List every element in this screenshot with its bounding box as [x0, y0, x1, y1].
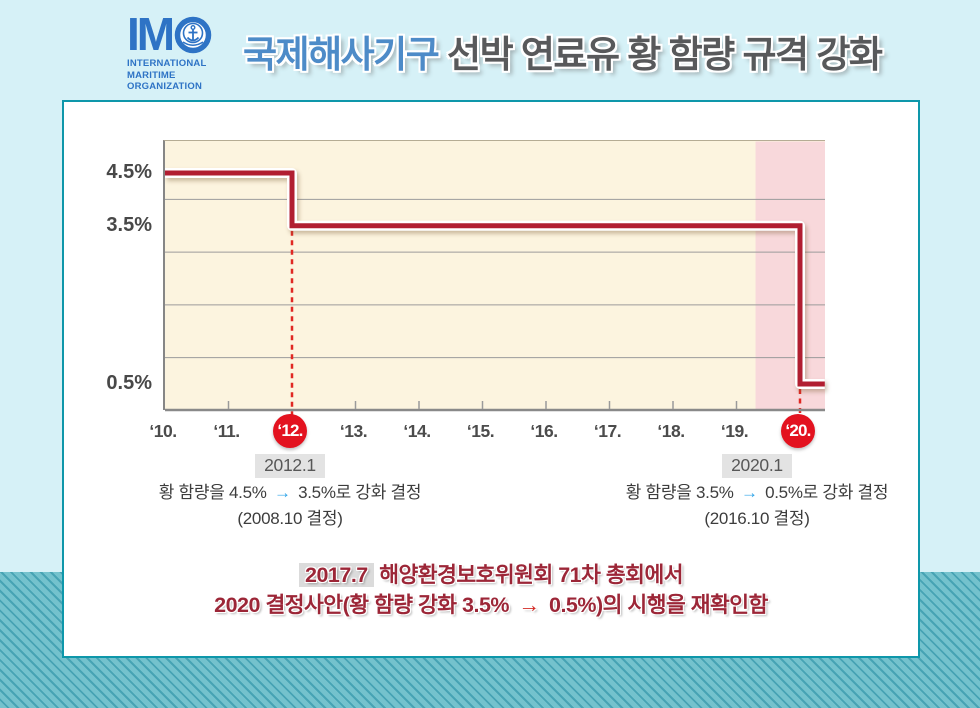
y-axis-label: 3.5% — [106, 213, 152, 236]
right-arrow-icon: → — [740, 483, 758, 502]
imo-org-line: ORGANIZATION — [127, 81, 203, 92]
x-axis-tick-label: ‘11. — [213, 421, 240, 441]
summary-text: 2020 결정사안(황 함량 강화 3.5% — [214, 593, 515, 617]
right-arrow-icon: → — [518, 593, 541, 617]
imo-wordmark: IM — [127, 8, 247, 60]
page-title-rest: 선박 연료유 황 함량 규격 강화 — [438, 34, 883, 75]
x-axis-tick-label: ‘10. — [149, 421, 177, 441]
x-axis-tick-label: ‘13. — [339, 421, 368, 441]
summary-text: 2017.7 해양환경보호위원회 71차 총회에서 2020 결정사안(황 함량… — [64, 560, 918, 620]
imo-org-name: INTERNATIONAL MARITIME ORGANIZATION — [127, 58, 247, 93]
x-axis-tick-label: ‘16. — [530, 421, 558, 441]
annotation-text-line: 황 함량을 3.5% → 0.5%로 강화 결정 — [557, 481, 957, 504]
annotation-2020: 2020.1 황 함량을 3.5% → 0.5%로 강화 결정 (2016.10… — [557, 454, 957, 530]
annotation-text: 황 함량을 3.5% — [625, 483, 738, 502]
x-axis-year-badge: ‘20. — [781, 414, 815, 448]
future-period-band — [755, 141, 825, 410]
annotation-subtext-line: (2016.10 결정) — [704, 509, 810, 528]
imo-org-line: MARITIME — [127, 69, 176, 81]
x-axis-tick-label: ‘18. — [657, 421, 685, 441]
sulfur-limit-line-outline — [165, 168, 825, 389]
imo-emblem-icon — [174, 16, 212, 54]
annotation-date-chip: 2020.1 — [722, 454, 792, 478]
summary-line-2: 2020 결정사안(황 함량 강화 3.5% → 0.5%)의 시행을 재확인함 — [64, 590, 918, 620]
annotation-subtext-line: (2008.10 결정) — [237, 509, 343, 528]
page-title-org: 국제해사기구 — [243, 34, 440, 75]
summary-text: 0.5%)의 시행을 재확인함 — [543, 593, 768, 617]
summary-date-chip: 2017.7 — [298, 563, 374, 587]
summary-line-1: 2017.7 해양환경보호위원회 71차 총회에서 — [64, 560, 918, 590]
chart-card: 2012.1 황 함량을 4.5% → 3.5%로 강화 결정 (2008.10… — [62, 100, 920, 658]
x-axis-tick-label: ‘15. — [466, 421, 495, 441]
x-axis-tick-label: ‘14. — [403, 421, 431, 441]
sulfur-limit-step-chart — [165, 141, 825, 421]
x-axis-year-badge: ‘12. — [273, 414, 307, 448]
x-axis-tick-label: ‘19. — [720, 421, 749, 441]
annotation-text: 황 함량을 4.5% — [158, 483, 271, 502]
y-axis-label: 4.5% — [106, 161, 152, 183]
annotation-date-chip: 2012.1 — [255, 454, 325, 478]
annotation-text: 3.5%로 강화 결정 — [293, 483, 422, 502]
annotation-text-line: 황 함량을 4.5% → 3.5%로 강화 결정 — [90, 481, 490, 504]
annotation-text: 0.5%로 강화 결정 — [760, 483, 889, 502]
x-axis-tick-label: ‘17. — [593, 421, 622, 441]
page-title: 국제해사기구 선박 연료유 황 함량 규격 강화 — [243, 24, 883, 78]
chart-plot-area — [163, 140, 825, 421]
imo-logo: IM INTERNATIONAL MARITIME ORGANIZATION — [127, 8, 247, 93]
right-arrow-icon: → — [273, 483, 291, 502]
imo-org-line: INTERNATIONAL — [127, 58, 207, 69]
sulfur-limit-step-line — [165, 170, 825, 387]
imo-logo-text: IM — [127, 8, 175, 60]
annotation-2012: 2012.1 황 함량을 4.5% → 3.5%로 강화 결정 (2008.10… — [90, 454, 490, 530]
summary-text-rest: 해양환경보호위원회 71차 총회에서 — [373, 563, 684, 587]
y-axis-label: 0.5% — [106, 372, 152, 394]
